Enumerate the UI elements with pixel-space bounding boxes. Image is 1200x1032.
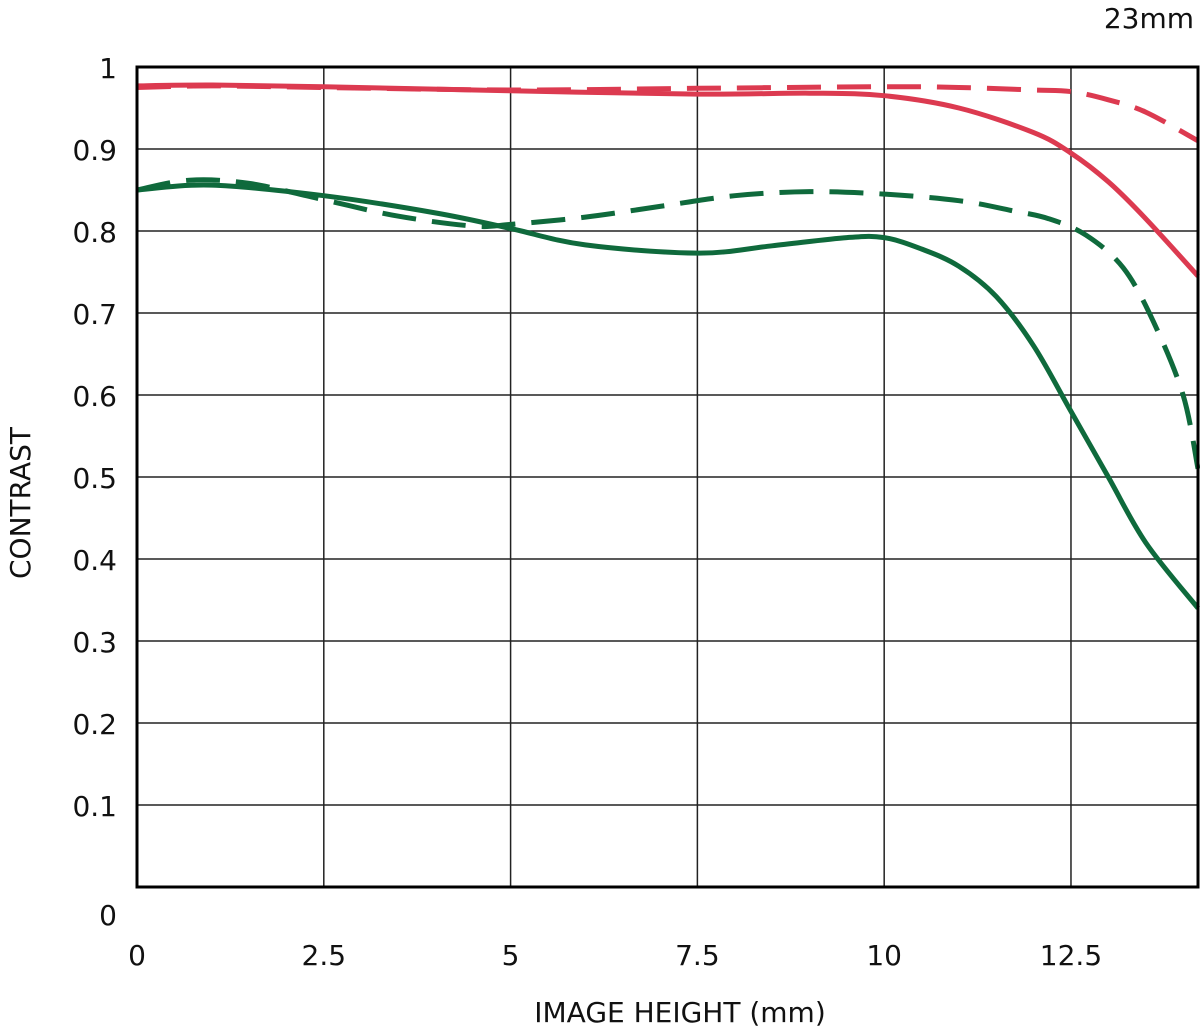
y-tick-label: 0.4 [72, 544, 117, 577]
green-solid-series-line [136, 182, 1200, 610]
y-tick-label: 1 [99, 52, 117, 85]
y-axis-title: CONTRAST [4, 426, 37, 579]
grid-lines [137, 67, 1198, 887]
x-tick-label: 7.5 [675, 939, 720, 972]
x-tick-label: 0 [128, 939, 146, 972]
y-tick-labels: 0 0.1 0.2 0.3 0.4 0.5 0.6 0.7 0.8 0.9 1 [72, 52, 117, 932]
y-tick-label: 0.9 [72, 134, 117, 167]
focal-length-label: 23mm [1104, 2, 1194, 35]
red-dashed-series-line [136, 83, 1200, 143]
y-tick-label: 0.8 [72, 216, 117, 249]
y-tick-label: 0.5 [72, 462, 117, 495]
red-solid-series-line [136, 82, 1200, 278]
y-tick-label: 0.2 [72, 708, 117, 741]
y-tick-label: 0.3 [72, 626, 117, 659]
green-dashed-series-line [136, 177, 1200, 470]
x-tick-label: 5 [502, 939, 520, 972]
y-tick-label: 0.6 [72, 380, 117, 413]
x-axis-title: IMAGE HEIGHT (mm) [534, 996, 826, 1029]
plot-frame [135, 65, 1200, 889]
x-tick-label: 2.5 [302, 939, 347, 972]
series-group [136, 82, 1200, 610]
y-tick-label: 0.1 [72, 790, 117, 823]
x-tick-label: 10 [866, 939, 902, 972]
y-tick-label: 0.7 [72, 298, 117, 331]
x-tick-labels: 0 2.5 5 7.5 10 12.5 [128, 939, 1102, 972]
x-tick-label: 12.5 [1040, 939, 1102, 972]
y-tick-label: 0 [99, 899, 117, 932]
